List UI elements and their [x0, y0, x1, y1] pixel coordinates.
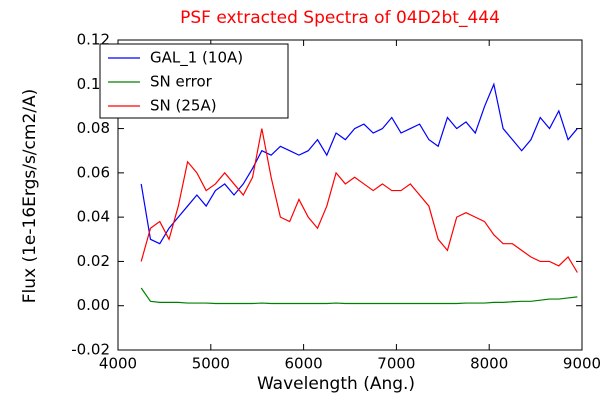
y-tick-label: 0.00 [77, 296, 110, 314]
x-tick-label: 5000 [192, 355, 230, 373]
legend-label: GAL_1 (10A) [150, 49, 243, 68]
y-tick-label: 0.02 [77, 252, 110, 270]
x-tick-label: 9000 [563, 355, 600, 373]
y-tick-label: 0.08 [77, 119, 110, 137]
chart-title: PSF extracted Spectra of 04D2bt_444 [180, 8, 500, 28]
y-tick-label: 0.06 [77, 163, 110, 181]
x-tick-label: 6000 [285, 355, 323, 373]
y-tick-label: 0.04 [77, 208, 110, 226]
legend-label: SN error [150, 73, 213, 91]
series-line [140, 287, 578, 305]
x-tick-label: 8000 [470, 355, 508, 373]
y-tick-label: -0.02 [71, 341, 110, 359]
y-axis-label: Flux (1e-16Ergs/s/cm2/A) [20, 89, 40, 304]
series-line [140, 128, 578, 273]
x-axis-label: Wavelength (Ang.) [257, 374, 415, 394]
series-line [140, 82, 578, 245]
x-tick-label: 4000 [99, 355, 137, 373]
legend-label: SN (25A) [150, 97, 217, 115]
x-tick-label: 7000 [377, 355, 415, 373]
plot-frame [117, 39, 583, 351]
